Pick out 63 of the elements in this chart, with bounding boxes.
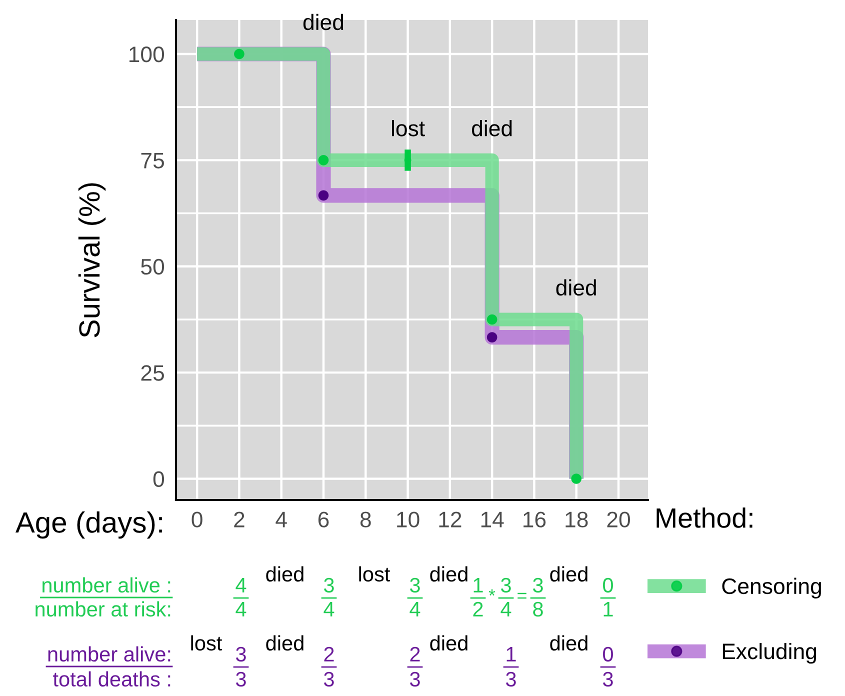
text: died xyxy=(266,566,304,582)
y-tick-label: 100 xyxy=(130,46,164,62)
annotation: died xyxy=(303,14,344,30)
x-tick-label: 12 xyxy=(439,512,462,528)
annotation: died xyxy=(472,120,512,136)
text: 0 xyxy=(603,646,613,662)
y-tick-label: 0 xyxy=(153,471,164,488)
text: 3 xyxy=(501,578,511,593)
text: 4 xyxy=(324,602,334,616)
x-tick-label: 16 xyxy=(524,512,546,528)
text: 3 xyxy=(236,646,246,662)
text: 3 xyxy=(410,578,420,593)
text: died xyxy=(430,566,468,582)
text: 4 xyxy=(236,602,246,616)
text: 3 xyxy=(603,672,613,687)
x-tick-label: 14 xyxy=(481,512,504,528)
text: 0 xyxy=(603,578,613,593)
text: 2 xyxy=(473,602,483,616)
text: 3 xyxy=(410,672,420,687)
x-tick-label: 18 xyxy=(566,512,588,528)
x-tick-label: 0 xyxy=(192,512,202,528)
annotation: lost xyxy=(392,120,425,136)
text: = xyxy=(518,592,526,599)
text: 4 xyxy=(410,602,420,616)
text: 1 xyxy=(506,647,516,662)
text: * xyxy=(488,589,496,596)
text: 4 xyxy=(500,602,512,616)
text: 1 xyxy=(604,602,613,616)
text: 3 xyxy=(236,672,246,687)
y-tick-label: 25 xyxy=(141,365,164,381)
text: 3 xyxy=(324,578,334,593)
text: 8 xyxy=(533,602,543,617)
annotation: died xyxy=(556,279,596,296)
legend-title: Method: xyxy=(656,507,752,528)
text: total deaths : xyxy=(53,671,170,687)
text: lost xyxy=(191,635,222,651)
text: died xyxy=(550,566,588,582)
text: 1 xyxy=(474,578,483,592)
text: number alive : xyxy=(42,577,170,593)
x-tick-label: 2 xyxy=(234,512,244,528)
x-tick-label: 10 xyxy=(397,512,420,528)
text: 2 xyxy=(324,646,334,662)
legend-label: Excluding xyxy=(722,642,816,664)
text: died xyxy=(430,635,468,651)
text: 4 xyxy=(236,578,246,592)
y-tick-label: 75 xyxy=(141,152,164,168)
y-axis-title: Survival (%) xyxy=(78,183,106,338)
text: lost xyxy=(359,566,390,582)
x-tick-label: 8 xyxy=(360,512,371,528)
text: number alive: xyxy=(48,646,170,662)
text: 2 xyxy=(410,646,420,662)
x-tick-label: 4 xyxy=(276,512,287,528)
x-tick-label: 6 xyxy=(318,512,329,528)
text: died xyxy=(266,635,304,651)
text: 3 xyxy=(506,672,516,687)
x-tick-label: 20 xyxy=(607,512,630,528)
legend-label: Censoring xyxy=(722,578,821,598)
text: number at risk: xyxy=(36,601,170,617)
y-tick-label: 50 xyxy=(141,258,164,275)
text: 3 xyxy=(533,578,543,593)
x-axis-title: Age (days): xyxy=(15,511,162,539)
text: died xyxy=(550,635,588,651)
text: 3 xyxy=(324,672,334,687)
